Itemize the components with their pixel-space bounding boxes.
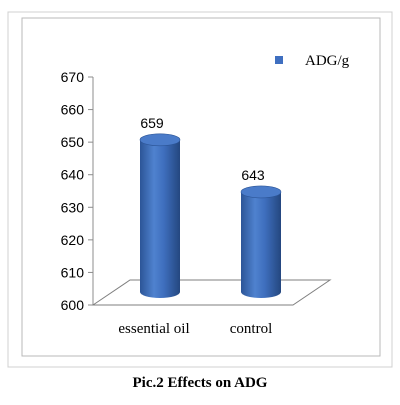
y-tick-label: 650 <box>61 134 85 150</box>
category-label-control: control <box>230 321 273 337</box>
bar-control: 643 <box>240 167 282 298</box>
y-tick-label: 660 <box>61 102 85 118</box>
legend-label: ADG/g <box>305 53 350 69</box>
legend: ADG/g <box>275 53 350 69</box>
data-label: 659 <box>140 115 164 131</box>
outer-frame <box>7 11 393 368</box>
y-tick-label: 620 <box>61 232 85 248</box>
y-tick-label: 670 <box>61 69 85 85</box>
y-tick-label: 610 <box>61 264 85 280</box>
bar-body <box>241 191 281 298</box>
bar-top <box>139 133 181 147</box>
y-tick-label: 640 <box>61 167 85 183</box>
chart-floor <box>91 279 332 306</box>
bar-body <box>140 139 180 298</box>
bar-top <box>240 185 282 199</box>
figure-caption: Pic.2 Effects on ADG <box>133 375 268 391</box>
y-tick-label: 600 <box>61 297 85 313</box>
data-label: 643 <box>241 167 265 183</box>
legend-swatch <box>275 56 283 64</box>
bars: 659 643 <box>139 115 282 298</box>
bar-essential-oil: 659 <box>139 115 181 298</box>
category-label-essential-oil: essential oil <box>118 321 189 337</box>
y-tick-label: 630 <box>61 199 85 215</box>
y-axis-ticks: 600 610 620 630 640 650 660 670 <box>61 69 93 313</box>
